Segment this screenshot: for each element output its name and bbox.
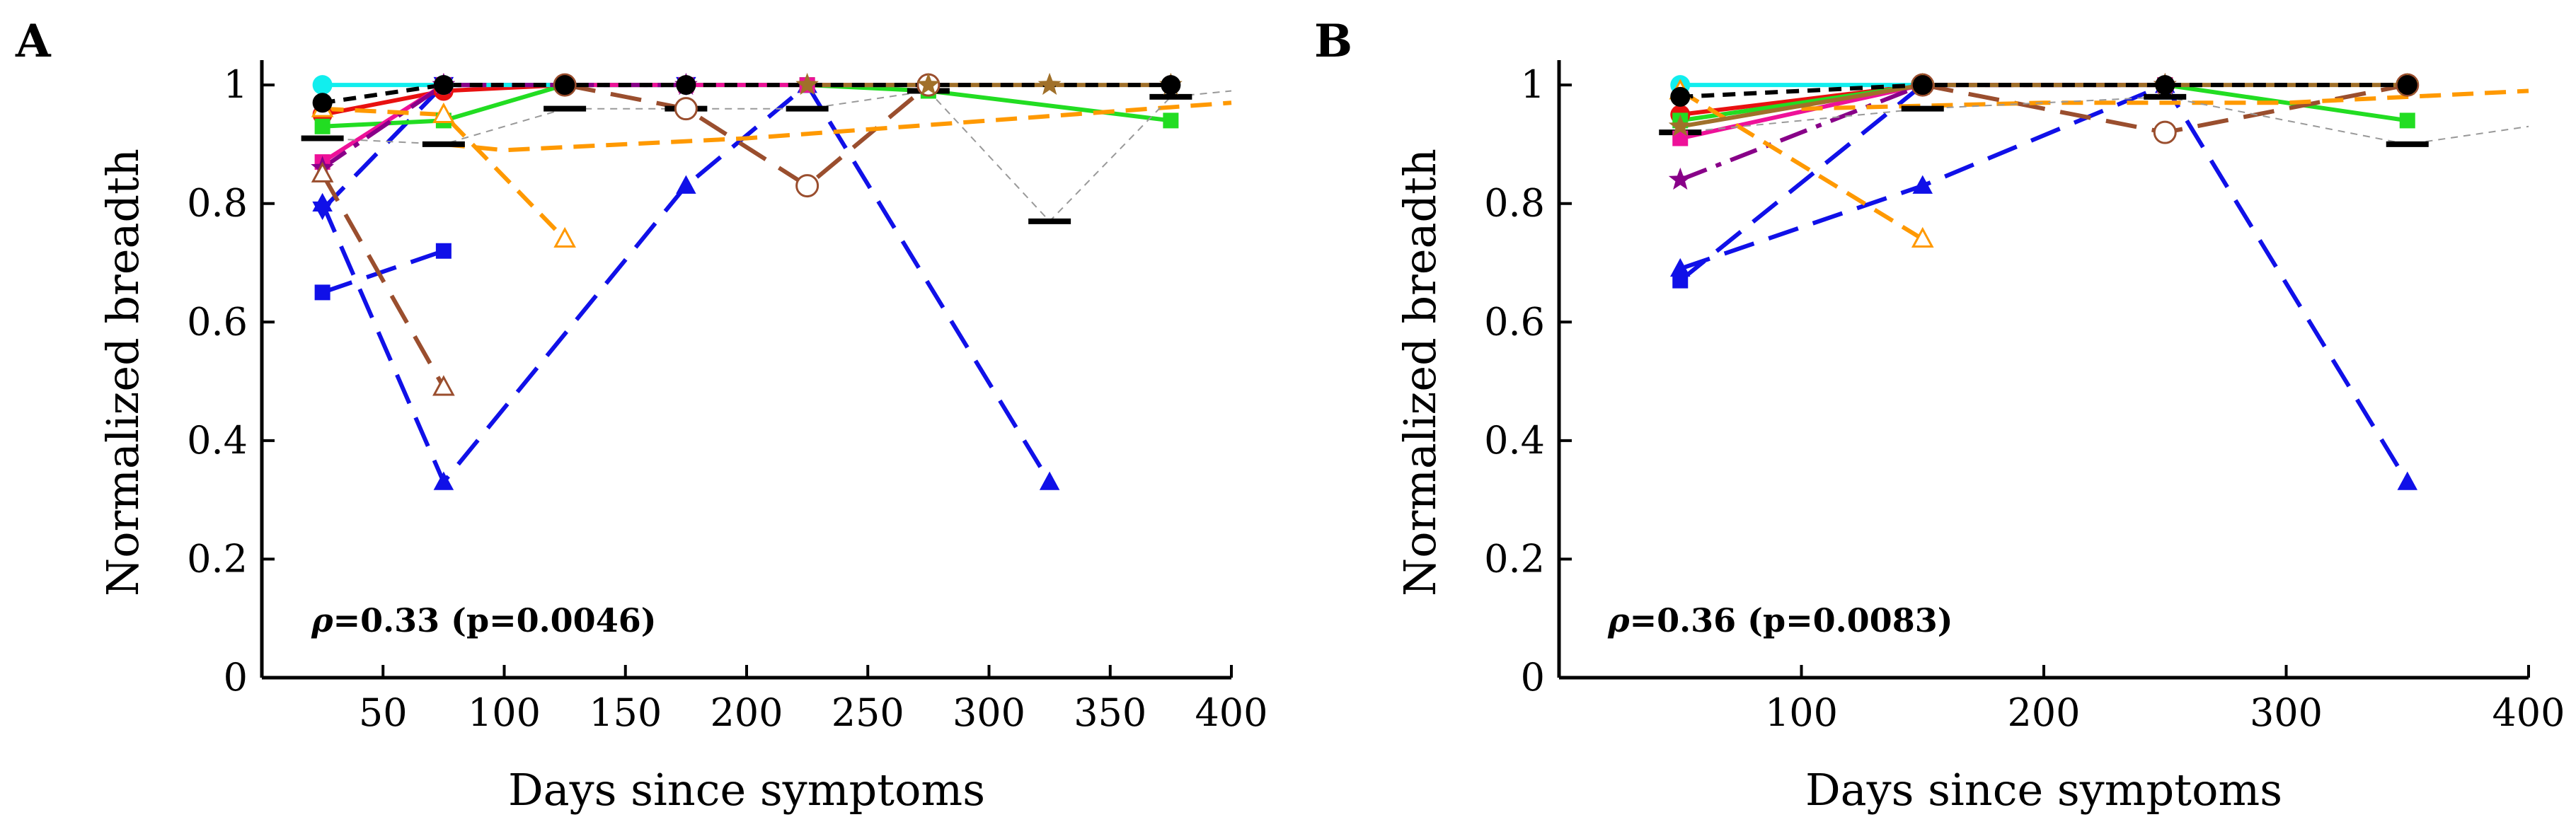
point-green-square <box>1163 112 1179 129</box>
point-brown-circle <box>674 97 698 121</box>
point-blue-triangle <box>1039 471 1060 490</box>
series-line-blue-triangle <box>1679 83 2410 484</box>
y-axis-title: Normalized breadth <box>1394 149 1446 596</box>
x-tick-label: 250 <box>832 690 904 735</box>
series-line-orange-dash <box>1801 88 2529 111</box>
panel-label-b: B <box>1314 15 1352 68</box>
y-tick-label: 1 <box>224 62 248 107</box>
point-blue-downtriangle <box>312 201 333 221</box>
correlation-text: =0.36 (p=0.0083) <box>1630 601 1953 639</box>
x-tick-label: 200 <box>2007 690 2080 735</box>
y-tick-label: 0.2 <box>187 536 248 581</box>
point-brown-triangle <box>432 375 455 396</box>
x-tick-label: 350 <box>1074 690 1146 735</box>
y-tick-label: 1 <box>1521 62 1545 107</box>
point-blue-triangle <box>433 471 454 490</box>
panel-label-a: A <box>15 15 52 68</box>
y-tick-label: 0.6 <box>1484 299 1545 344</box>
series-line-orange-triangle <box>322 106 567 241</box>
point-black-circle <box>1161 75 1181 95</box>
point-brown-triangle <box>311 161 334 183</box>
correlation-text: =0.33 (p=0.0046) <box>333 601 657 639</box>
point-gold-star <box>916 72 941 95</box>
point-black-circle <box>312 93 333 113</box>
series-line-blue-triangle <box>320 83 1052 485</box>
point-brown-circle <box>795 174 820 198</box>
x-tick-label: 150 <box>589 690 662 735</box>
y-tick-label: 0.4 <box>187 418 248 463</box>
series-line-purple-star <box>1679 83 2166 182</box>
point-gold-star <box>1668 114 1692 137</box>
point-black-circle <box>676 75 696 95</box>
point-magenta-square <box>1672 130 1689 146</box>
point-orange-triangle <box>432 102 455 124</box>
point-black-circle <box>555 75 575 95</box>
point-black-circle <box>2397 75 2417 95</box>
series-line-brown-triangle <box>320 173 446 388</box>
point-blue-triangle <box>2397 471 2417 490</box>
y-tick-label: 0.8 <box>187 181 248 226</box>
rho-symbol: ρ <box>1607 601 1630 639</box>
point-purple-star <box>1668 167 1692 190</box>
correlation-annotation: ρ=0.36 (p=0.0083) <box>1607 601 1953 639</box>
y-tick-label: 0 <box>224 655 248 700</box>
x-tick-label: 400 <box>1195 690 1267 735</box>
x-tick-label: 300 <box>953 690 1025 735</box>
point-brown-circle <box>2153 120 2177 144</box>
x-tick-label: 100 <box>468 690 541 735</box>
point-black-circle <box>1912 75 1933 95</box>
point-green-square <box>2399 112 2415 129</box>
point-gold-star <box>1037 72 1062 95</box>
point-blue-square <box>314 284 330 301</box>
point-blue-triangle <box>1670 257 1691 277</box>
point-blue-square <box>435 243 452 259</box>
point-blue-square <box>1672 272 1689 289</box>
correlation-annotation: ρ=0.33 (p=0.0046) <box>311 601 656 639</box>
series-line-blue-square <box>1679 83 1924 282</box>
point-black-circle <box>2155 75 2175 95</box>
chart-panel-b: 100 200 300 400 0 0.2 0.4 0.6 0.8 1 Normalized bre… <box>1394 60 2565 816</box>
series-line-blue-square <box>321 248 444 295</box>
series-line-orange-triangle <box>1679 88 1924 241</box>
series-line-black-circle <box>1680 83 2408 99</box>
series-line-brown-circle <box>564 83 930 188</box>
x-tick-label: 300 <box>2250 690 2323 735</box>
x-tick-label: 400 <box>2492 690 2565 735</box>
x-tick-label: 100 <box>1765 690 1838 735</box>
chart-panel-a: 50 100 150 200 250 300 350 400 0 0.2 0.4 0.6 0.8 1 Nor… <box>97 60 1268 816</box>
y-tick-label: 0 <box>1521 655 1545 700</box>
point-green-square <box>314 118 330 134</box>
point-black-circle <box>433 75 454 95</box>
x-axis-title: Days since symptoms <box>1805 764 2282 816</box>
y-axis-title: Normalized breadth <box>97 149 149 596</box>
y-tick-label: 0.6 <box>187 299 248 344</box>
point-gold-star <box>795 72 819 95</box>
series-line-orange-dash <box>443 100 1232 153</box>
point-orange-triangle <box>1911 226 1934 248</box>
point-blue-triangle <box>676 175 696 194</box>
x-tick-label: 50 <box>359 690 408 735</box>
rho-symbol: ρ <box>311 601 333 639</box>
x-tick-label: 200 <box>710 690 783 735</box>
point-blue-triangle <box>1912 175 1933 194</box>
y-tick-label: 0.2 <box>1484 536 1545 581</box>
point-black-circle <box>1670 86 1691 107</box>
y-tick-label: 0.8 <box>1484 181 1545 226</box>
x-axis-title: Days since symptoms <box>508 764 985 816</box>
point-orange-triangle <box>553 226 576 248</box>
y-tick-label: 0.4 <box>1484 418 1545 463</box>
point-cyan-circle <box>312 75 333 95</box>
